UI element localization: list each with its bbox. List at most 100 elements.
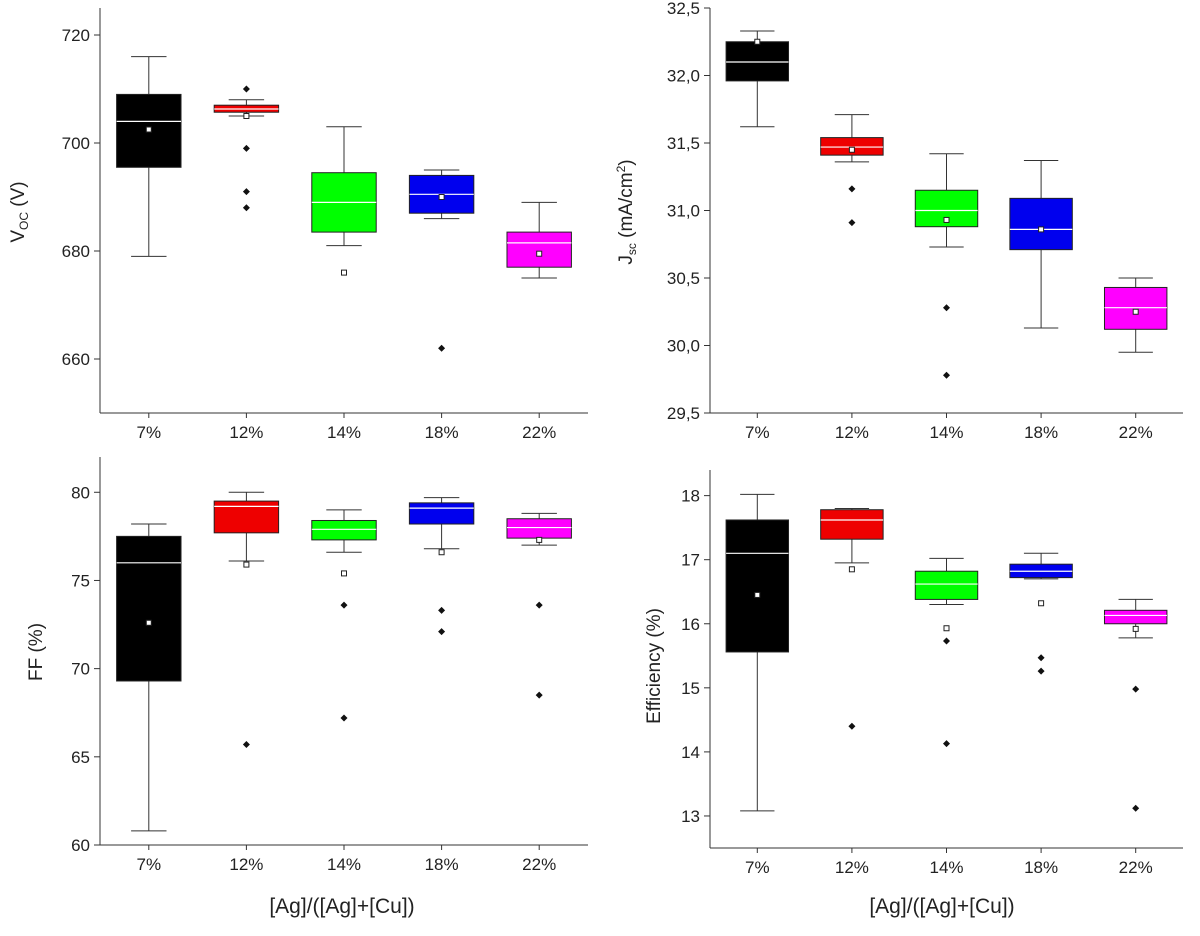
efficiency-xtick-label-7pct: 7% [745,858,770,877]
voc-xtick-label-7pct: 7% [137,423,162,442]
ff-box-22pct [506,518,572,539]
jsc-ytick-label: 30,5 [667,269,700,288]
jsc-ytick-label: 32,0 [667,67,700,86]
jsc-box-7pct [725,41,790,82]
voc-xtick-label-14pct: 14% [327,423,361,442]
panel-jsc: 29,5 30,0 30,5 31,0 31,5 32,0 32,5 7% 12% 14% 18% 2… [614,0,1183,442]
ylabel-voc: VOC (V) [8,181,31,242]
efficiency-outlier-18pct [1037,667,1045,675]
voc-mean-marker-14pct [341,269,347,276]
voc-mean-marker-18pct [438,194,445,200]
ff-ytick-label: 60 [71,836,90,855]
panel-voc: 660 680 700 720 7% 12% 14% 18% 22% VOC (V) [8,8,588,442]
jsc-mean-marker-12pct [848,146,855,153]
ff-mean-marker-14pct [341,570,347,577]
xlabel-right: [Ag]/([Ag]+[Cu]) [869,895,1014,918]
plot-efficiency: 13 14 15 16 17 18 7% 12% 14% 18% 22% [681,470,1183,877]
ff-outlier-18pct [438,628,446,636]
ylabel-efficiency: Efficiency (%) [644,608,665,724]
ylabel-ff: FF (%) [26,623,47,681]
jsc-outlier-14pct [943,371,950,379]
efficiency-ytick-label: 17 [681,551,700,570]
voc-xtick-label-12pct: 12% [229,423,263,442]
voc-xtick-label-18pct: 18% [425,423,459,442]
voc-ytick-label: 680 [62,242,90,261]
voc-mean-marker-7pct [145,126,152,133]
ff-outlier-22pct [535,601,543,609]
voc-outlier-18pct [438,344,446,352]
plot-ff: 60 65 70 75 80 7% 12% 14% 18% 22% [71,457,588,874]
efficiency-box-7pct [725,519,790,653]
ff-mean-marker-7pct [145,619,152,626]
panel-ff: 60 65 70 75 80 7% 12% 14% 18% 22% FF (%) [26,457,588,874]
jsc-ytick-label: 29,5 [667,404,700,423]
jsc-xtick-label-12pct: 12% [835,423,869,442]
jsc-xtick-label-14pct: 14% [929,423,963,442]
voc-ytick-label: 660 [62,350,90,369]
ff-outlier-22pct [535,691,543,699]
ff-ytick-label: 80 [71,483,90,502]
efficiency-mean-marker-12pct [848,566,855,573]
jsc-ytick-label: 32,5 [667,0,700,18]
jsc-outlier-12pct [848,219,856,227]
ff-mean-marker-12pct [243,561,250,568]
voc-outlier-12pct [242,85,250,93]
jsc-box-22pct [1103,286,1168,330]
efficiency-mean-marker-14pct [943,625,950,632]
voc-ytick-label: 700 [62,134,90,153]
ff-xtick-label-12pct: 12% [229,855,263,874]
jsc-mean-marker-22pct [1132,308,1139,315]
voc-outlier-12pct [242,188,250,196]
ff-box-7pct [116,535,182,682]
efficiency-mean-marker-22pct [1132,625,1139,632]
efficiency-ytick-label: 13 [681,807,700,826]
jsc-box-12pct [820,137,884,156]
voc-box-22pct [506,231,572,268]
ff-xtick-label-7pct: 7% [137,855,162,874]
jsc-xtick-label-22pct: 22% [1119,423,1153,442]
ff-outlier-14pct [340,714,348,722]
efficiency-ytick-label: 15 [681,679,700,698]
voc-mean-marker-12pct [243,113,250,119]
ff-box-18pct [408,502,475,525]
voc-outlier-12pct [242,204,250,212]
efficiency-xtick-label-22pct: 22% [1119,858,1153,877]
ff-xtick-label-14pct: 14% [327,855,361,874]
plot-voc: 660 680 700 720 7% 12% 14% 18% 22% [62,8,588,442]
ff-ytick-label: 70 [71,660,90,679]
efficiency-xtick-label-12pct: 12% [835,858,869,877]
voc-mean-marker-22pct [536,250,543,257]
efficiency-outlier-12pct [848,722,856,730]
voc-outlier-12pct [242,144,250,152]
efficiency-outlier-22pct [1132,804,1140,812]
ff-ytick-label: 75 [71,571,90,590]
efficiency-box-22pct [1103,609,1168,625]
jsc-ytick-label: 31,5 [667,134,700,153]
ff-outlier-12pct [242,740,250,748]
efficiency-outlier-22pct [1132,685,1140,693]
voc-ytick-label: 720 [62,26,90,45]
ylabel-jsc: Jsc (mA/cm2) [614,159,639,264]
jsc-box-18pct [1009,197,1073,251]
efficiency-mean-marker-18pct [1038,600,1045,607]
efficiency-xtick-label-14pct: 14% [929,858,963,877]
ff-ytick-label: 65 [71,748,90,767]
jsc-mean-marker-14pct [943,216,950,223]
efficiency-ytick-label: 18 [681,487,700,506]
voc-xtick-label-22pct: 22% [522,423,556,442]
plot-jsc: 29,5 30,0 30,5 31,0 31,5 32,0 32,5 7% 12% 14% 18% 2… [667,0,1183,442]
ff-outlier-18pct [438,606,446,614]
efficiency-outlier-18pct [1037,654,1045,662]
ff-mean-marker-22pct [536,536,543,543]
efficiency-xtick-label-18pct: 18% [1024,858,1058,877]
ff-xtick-label-18pct: 18% [425,855,459,874]
jsc-xtick-label-7pct: 7% [745,423,770,442]
efficiency-outlier-14pct [943,740,950,748]
ff-xtick-label-22pct: 22% [522,855,556,874]
jsc-xtick-label-18pct: 18% [1024,423,1058,442]
ff-mean-marker-18pct [438,549,445,556]
panel-efficiency: 13 14 15 16 17 18 7% 12% 14% 18% 22% Efficiency (%… [644,470,1183,877]
jsc-ytick-label: 31,0 [667,202,700,221]
